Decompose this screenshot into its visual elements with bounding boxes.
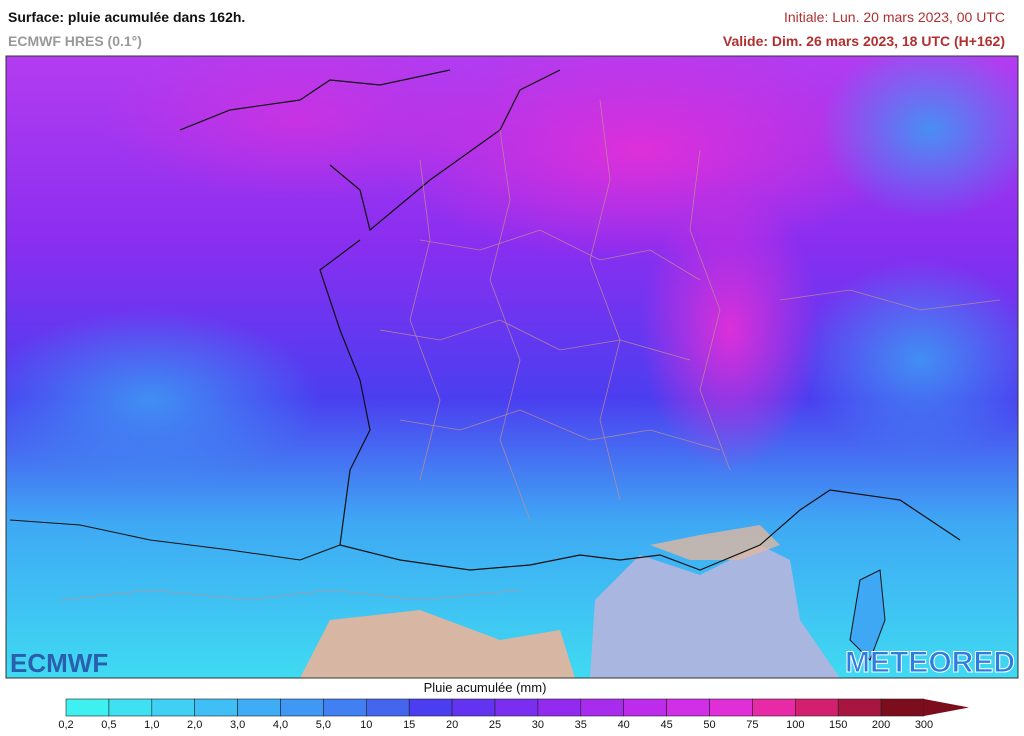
legend-title: Pluie acumulée (mm) [424,680,547,695]
legend-label: 5,0 [316,719,331,731]
legend-label: 45 [660,719,672,731]
legend-swatch [237,698,281,717]
valid-time: Valide: Dim. 26 mars 2023, 18 UTC (H+162… [723,33,1005,49]
legend-swatch [752,698,796,717]
legend-swatch [880,698,925,717]
ecmwf-logo: ECMWF [10,648,108,678]
legend-label: 75 [746,719,758,731]
legend: 0,2 0,5 1,0 2,0 3,0 4,0 5,0 10 15 20 25 30 35 40 45 50 7… [58,698,969,731]
legend-swatch [151,698,196,717]
legend-label: 10 [360,719,372,731]
legend-swatch [580,698,624,717]
legend-swatch [194,698,238,717]
legend-swatch [709,698,753,717]
legend-swatch [65,698,110,717]
legend-label: 200 [872,719,890,731]
legend-swatch [108,698,153,717]
map [6,56,1018,678]
legend-label: 3,0 [230,719,245,731]
legend-swatch [494,698,539,717]
legend-swatch [794,698,839,717]
meteored-logo: METEORED [845,646,1015,679]
initial-time: Initiale: Lun. 20 mars 2023, 00 UTC [784,9,1005,25]
legend-swatch [408,698,453,717]
legend-label: 20 [446,719,458,731]
legend-arrow [924,699,969,716]
legend-swatch [537,698,582,717]
legend-swatch [365,698,410,717]
legend-label: 4,0 [273,719,288,731]
model: ECMWF HRES (0.1°) [8,33,142,49]
legend-label: 1,0 [144,719,159,731]
legend-label: 15 [403,719,415,731]
legend-label: 100 [786,719,804,731]
legend-label: 0,5 [101,719,116,731]
legend-label: 40 [618,719,630,731]
legend-swatch [280,698,324,717]
legend-label: 30 [532,719,544,731]
legend-swatch [666,698,710,717]
legend-label: 35 [575,719,587,731]
legend-label: 50 [703,719,715,731]
legend-label: 0,2 [58,719,73,731]
legend-swatch [623,698,667,717]
legend-label: 25 [489,719,501,731]
legend-swatch [323,698,367,717]
legend-swatch [451,698,496,717]
legend-label: 2,0 [187,719,202,731]
legend-swatch [837,698,882,717]
legend-label: 300 [915,719,933,731]
legend-label: 150 [829,719,847,731]
title: Surface: pluie acumulée dans 162h. [8,9,245,25]
